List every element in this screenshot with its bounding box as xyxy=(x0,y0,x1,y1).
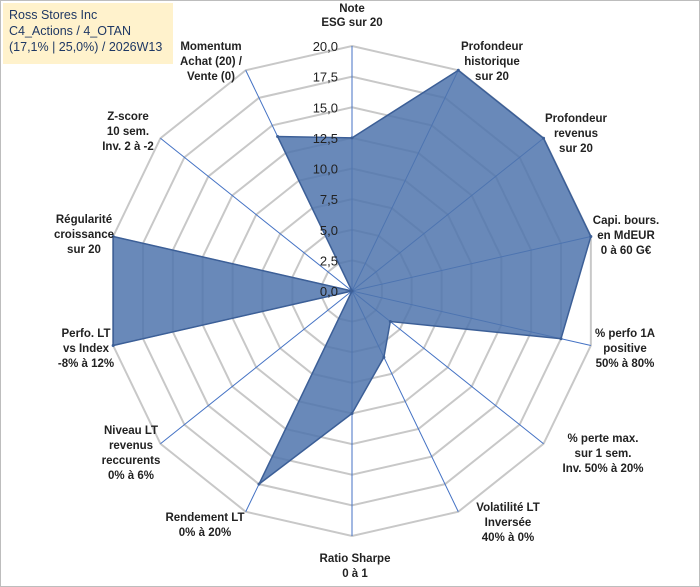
portfolio-label: C4_Actions / 4_OTAN xyxy=(9,24,132,38)
axis-label-13-line-2: Vente (0) xyxy=(187,71,235,83)
axis-label-3: Capi. bours. en MdEUR 0 à 60 G€ xyxy=(593,215,659,257)
axis-label-13-line-1: Achat (20) / xyxy=(180,56,243,68)
axis-label-1-line-0: Profondeur xyxy=(461,41,523,53)
data-point-10 xyxy=(111,344,115,348)
axis-label-0-line-1: ESG sur 20 xyxy=(321,17,382,29)
axis-label-10: Perfo. LT vs Index -8% à 12% xyxy=(58,328,114,370)
axis-label-12-line-0: Z-score xyxy=(107,111,149,123)
axis-label-4-line-1: positive xyxy=(603,343,646,355)
axis-label-2-line-0: Profondeur xyxy=(545,113,607,125)
axis-label-10-line-1: vs Index xyxy=(63,343,110,355)
tick-label-6: 15,0 xyxy=(313,100,338,115)
axis-label-9-line-0: Niveau LT xyxy=(104,425,158,437)
axis-label-2: Profondeur revenus sur 20 xyxy=(545,113,607,155)
tick-label-0: 0,0 xyxy=(320,284,338,299)
axis-label-5-line-1: sur 1 sem. xyxy=(575,448,632,460)
axis-label-9: Niveau LT revenus reccurents 0% à 6% xyxy=(102,425,161,482)
tick-label-8: 20,0 xyxy=(313,39,338,54)
axis-label-2-line-1: revenus xyxy=(554,128,598,140)
axis-label-9-line-2: reccurents xyxy=(102,455,161,467)
axis-line-12 xyxy=(160,137,353,292)
axis-label-11-line-1: croissance xyxy=(54,229,114,241)
axis-label-1-line-2: sur 20 xyxy=(475,71,509,83)
axis-label-13: Momentum Achat (20) / Vente (0) xyxy=(180,41,243,83)
axis-label-9-line-1: revenus xyxy=(109,440,153,452)
axis-label-11-line-0: Régularité xyxy=(56,214,112,226)
axis-label-4: % perfo 1A positive 50% à 80% xyxy=(595,328,655,370)
axis-label-1-line-1: historique xyxy=(464,56,520,68)
axis-label-3-line-0: Capi. bours. xyxy=(593,215,659,227)
axis-label-3-line-2: 0 à 60 G€ xyxy=(601,245,652,257)
data-point-0 xyxy=(350,136,354,140)
axis-label-6-line-1: Inversée xyxy=(485,517,532,529)
axis-label-8-line-1: 0% à 20% xyxy=(179,527,231,539)
axis-label-11: Régularité croissance sur 20 xyxy=(54,214,114,256)
axis-label-0-line-0: Note xyxy=(339,3,365,15)
data-point-6 xyxy=(382,355,386,359)
axis-label-8: Rendement LT 0% à 20% xyxy=(165,512,244,539)
tick-label-4: 10,0 xyxy=(313,162,338,177)
axis-label-1: Profondeur historique sur 20 xyxy=(461,41,523,83)
data-point-1 xyxy=(456,68,460,72)
data-point-11 xyxy=(111,234,115,238)
axis-label-0: Note ESG sur 20 xyxy=(321,3,382,29)
data-point-5 xyxy=(388,320,392,324)
axis-label-3-line-1: en MdEUR xyxy=(597,230,655,242)
axis-label-6: Volatilité LT Inversée 40% à 0% xyxy=(476,502,539,544)
axis-label-4-line-0: % perfo 1A xyxy=(595,328,655,340)
tick-label-1: 2,5 xyxy=(320,253,338,268)
axis-label-7-line-0: Ratio Sharpe xyxy=(320,553,391,565)
axis-label-12: Z-score 10 sem. Inv. 2 à -2 xyxy=(102,111,154,153)
data-point-7 xyxy=(350,412,354,415)
tick-label-7: 17,5 xyxy=(313,70,338,85)
data-point-2 xyxy=(542,136,546,140)
axis-label-2-line-2: sur 20 xyxy=(559,143,593,155)
axis-label-9-line-3: 0% à 6% xyxy=(108,470,154,482)
data-point-12 xyxy=(350,289,354,293)
axis-label-5-line-2: Inv. 50% à 20% xyxy=(563,463,644,475)
axis-label-11-line-2: sur 20 xyxy=(67,244,101,256)
axis-label-10-line-0: Perfo. LT xyxy=(62,328,111,340)
axis-label-7-line-1: 0 à 1 xyxy=(342,568,368,580)
axis-label-7: Ratio Sharpe 0 à 1 xyxy=(320,553,391,580)
axis-label-13-line-0: Momentum xyxy=(180,41,241,53)
period-label: (17,1% | 25,0%) / 2026W13 xyxy=(9,40,163,54)
axis-label-10-line-2: -8% à 12% xyxy=(58,358,114,370)
axis-label-5-line-0: % perte max. xyxy=(568,433,639,445)
data-point-4 xyxy=(559,337,563,341)
axis-label-6-line-0: Volatilité LT xyxy=(476,502,539,514)
tick-label-3: 7,5 xyxy=(320,192,338,207)
tick-label-2: 5,0 xyxy=(320,223,338,238)
data-point-8 xyxy=(257,482,261,486)
axis-label-4-line-2: 50% à 80% xyxy=(596,358,655,370)
data-point-13 xyxy=(276,134,280,138)
chart-title-box: Ross Stores Inc C4_Actions / 4_OTAN (17,… xyxy=(3,3,173,64)
axis-label-12-line-1: 10 sem. xyxy=(107,126,149,138)
company-name: Ross Stores Inc xyxy=(9,8,98,22)
axis-label-12-line-2: Inv. 2 à -2 xyxy=(102,141,154,153)
data-point-3 xyxy=(589,234,593,238)
axis-label-8-line-0: Rendement LT xyxy=(165,512,244,524)
axis-label-5: % perte max. sur 1 sem. Inv. 50% à 20% xyxy=(563,433,644,475)
axis-line-9 xyxy=(160,290,353,445)
axis-label-6-line-2: 40% à 0% xyxy=(482,532,534,544)
tick-label-5: 12,5 xyxy=(313,131,338,146)
